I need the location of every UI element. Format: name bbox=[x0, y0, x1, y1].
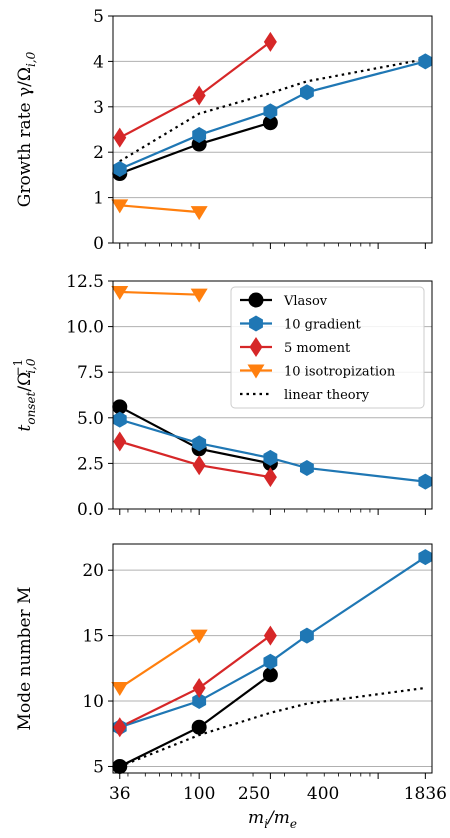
y-tick-label: 0 bbox=[93, 234, 104, 254]
data-point-10-gradient bbox=[299, 459, 314, 476]
data-point-5-moment bbox=[113, 717, 127, 738]
x-tick-label: 1836 bbox=[404, 784, 447, 804]
data-point-5-moment bbox=[263, 467, 277, 488]
legend: Vlasov 10 gradient 5 moment 10 isotropizati… bbox=[230, 286, 425, 409]
data-point-5-moment bbox=[263, 31, 277, 52]
plot-frame bbox=[112, 15, 433, 244]
data-point-10-gradient bbox=[112, 411, 127, 428]
y-tick-label: 2 bbox=[93, 143, 104, 163]
y-tick-label: 12.5 bbox=[66, 272, 104, 292]
legend-label: 10 isotropization bbox=[284, 365, 396, 380]
y-tick-label: 0.0 bbox=[77, 500, 104, 520]
data-point-10-isotropization bbox=[111, 199, 129, 214]
x-tick-label: 400 bbox=[307, 784, 339, 804]
data-point-10-isotropization bbox=[190, 629, 208, 644]
data-point-10-gradient bbox=[299, 627, 314, 644]
data-point-10-gradient bbox=[418, 53, 433, 70]
series-line-10-isotropization bbox=[119, 634, 200, 689]
data-point-10-gradient bbox=[263, 449, 278, 466]
y-tick-label: 3 bbox=[93, 98, 104, 118]
data-point-vlasov bbox=[191, 719, 207, 735]
y-tick-label: 5 bbox=[93, 7, 104, 27]
y-tick-label: 15 bbox=[82, 627, 104, 647]
y-tick-label: 10.0 bbox=[66, 318, 104, 338]
data-point-10-gradient bbox=[112, 161, 127, 177]
legend-marker bbox=[247, 364, 265, 379]
x-tick-label: 250 bbox=[238, 784, 270, 804]
data-point-10-isotropization bbox=[111, 681, 129, 696]
series-line-10-isotropization bbox=[119, 290, 200, 296]
legend-marker bbox=[249, 337, 263, 357]
data-point-10-gradient bbox=[192, 693, 207, 710]
data-point-5-moment bbox=[113, 127, 127, 148]
y-tick-label: 2.5 bbox=[77, 454, 104, 474]
y-tick-label: 20 bbox=[82, 561, 104, 581]
data-point-5-moment bbox=[192, 85, 206, 106]
data-point-10-gradient bbox=[192, 435, 207, 452]
data-point-10-isotropization bbox=[190, 288, 208, 303]
x-tick-label: 100 bbox=[183, 784, 215, 804]
y-tick-label: 5.0 bbox=[77, 409, 104, 429]
data-point-10-gradient bbox=[418, 549, 433, 566]
data-point-vlasov bbox=[262, 667, 278, 683]
panel-1: 0 1 2 3 4 5 Growth rate γ/Ωi,0 bbox=[15, 7, 433, 254]
data-point-vlasov bbox=[262, 115, 278, 131]
data-point-5-moment bbox=[192, 677, 206, 698]
legend-label: linear theory bbox=[284, 388, 370, 403]
y-tick-label: 1 bbox=[93, 189, 104, 209]
legend-box bbox=[230, 286, 425, 409]
y-tick-label: 7.5 bbox=[77, 363, 104, 383]
data-point-5-moment bbox=[113, 431, 127, 452]
legend-marker bbox=[248, 292, 264, 308]
panel-3: 5 10 15 20 36 100 250 400 1836 Mode number M mi/me bbox=[15, 543, 447, 831]
data-point-5-moment bbox=[192, 455, 206, 476]
x-axis-label: mi/me bbox=[248, 808, 297, 831]
data-point-10-gradient bbox=[263, 103, 278, 120]
x-tick-label: 36 bbox=[109, 784, 131, 804]
y-axis-label: Mode number M bbox=[15, 587, 35, 731]
legend-label: Vlasov bbox=[283, 294, 328, 309]
panel-2: 0.0 2.5 5.0 7.5 10.0 12.5 tonset/Ωi,0−1 bbox=[11, 272, 433, 520]
data-point-10-gradient bbox=[192, 126, 207, 143]
data-point-10-gradient bbox=[299, 84, 314, 101]
legend-marker bbox=[249, 315, 263, 332]
data-point-10-gradient bbox=[418, 473, 433, 490]
series-line-linear-theory bbox=[119, 686, 426, 768]
data-point-vlasov bbox=[112, 399, 128, 415]
data-point-5-moment bbox=[263, 625, 277, 646]
y-tick-label: 10 bbox=[82, 692, 104, 712]
data-point-10-gradient bbox=[263, 653, 278, 670]
y-axis-label: Growth rate γ/Ωi,0 bbox=[15, 51, 38, 207]
plot-frame bbox=[112, 543, 433, 774]
y-tick-label: 5 bbox=[93, 757, 104, 777]
plot-frame bbox=[112, 280, 433, 510]
y-axis-label: tonset/Ωi,0−1 bbox=[11, 358, 38, 431]
series-line-5-moment bbox=[119, 634, 272, 729]
data-point-vlasov bbox=[112, 758, 128, 774]
legend-label: 10 gradient bbox=[284, 318, 362, 333]
y-tick-label: 4 bbox=[93, 52, 104, 72]
data-point-10-isotropization bbox=[190, 206, 208, 221]
legend-label: 5 moment bbox=[284, 341, 351, 356]
series-line-5-moment bbox=[119, 41, 272, 139]
data-point-10-isotropization bbox=[111, 285, 129, 300]
series-line-10-isotropization bbox=[119, 204, 200, 214]
